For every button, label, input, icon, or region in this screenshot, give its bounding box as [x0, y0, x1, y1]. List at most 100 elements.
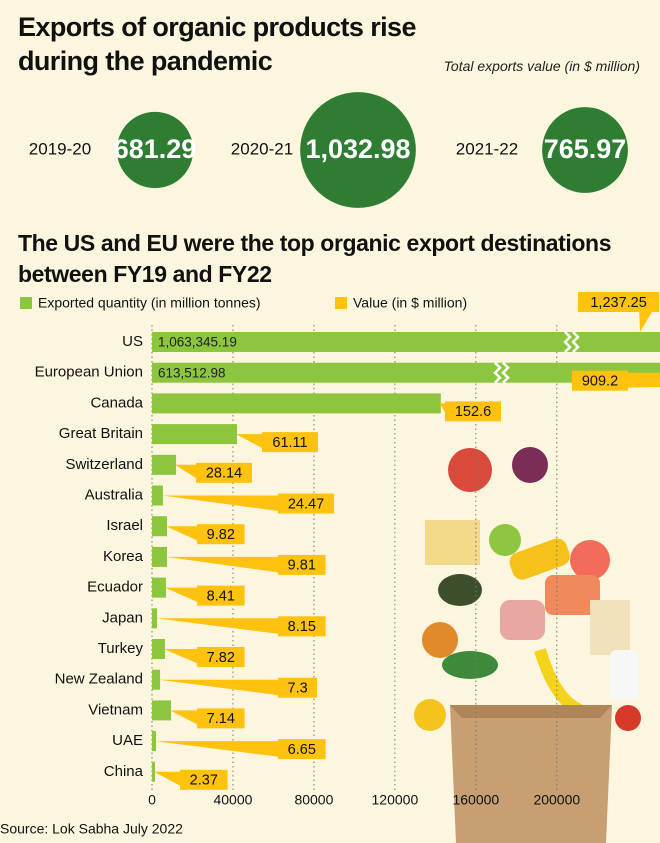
- value-label: 9.81: [288, 558, 316, 574]
- callout-pointer: [154, 771, 184, 788]
- paper-bag: [450, 705, 612, 843]
- x-tick-label: 200000: [533, 792, 580, 808]
- y-tick-label: Japan: [102, 609, 143, 626]
- juice: [509, 538, 570, 580]
- tomato: [615, 705, 641, 731]
- bar: [152, 454, 177, 475]
- callout-pointer: [164, 587, 201, 604]
- tomato: [448, 448, 492, 492]
- bar: [152, 516, 167, 537]
- x-tick-label: 40000: [213, 792, 252, 808]
- value-callout: 2.37: [154, 769, 228, 790]
- bar: [152, 424, 238, 445]
- value-label: 7.3: [288, 681, 308, 697]
- value-label: 61.11: [272, 435, 307, 451]
- y-tick-label: Australia: [85, 486, 144, 503]
- value-callout: 9.82: [165, 524, 245, 545]
- value-label: 152.6: [455, 404, 491, 420]
- bar: [152, 577, 166, 598]
- value-label: 8.15: [288, 619, 316, 635]
- bar: [152, 393, 441, 414]
- y-tick-label: Switzerland: [65, 456, 143, 473]
- y-tick-label: Canada: [90, 394, 143, 411]
- bubble: [116, 111, 194, 189]
- callout-box: [572, 370, 628, 391]
- axis-break: [493, 361, 510, 384]
- y-tick-label: Vietnam: [88, 701, 143, 718]
- callout-pointer: [163, 649, 201, 665]
- value-label: 765.97: [544, 134, 627, 164]
- title: Exports of organic products rise during …: [18, 12, 416, 76]
- x-tick-label: 0: [148, 792, 156, 808]
- bar: [152, 700, 172, 721]
- callout-pointer: [165, 526, 201, 543]
- y-tick-label: New Zealand: [55, 671, 143, 688]
- value-label: 9.82: [207, 527, 235, 543]
- callout-box: [262, 432, 318, 453]
- value-label: 7.14: [207, 711, 235, 727]
- legend-swatch: [20, 297, 32, 309]
- avocado: [438, 574, 482, 606]
- bar: [152, 546, 167, 567]
- bar: [152, 761, 156, 782]
- source: Source: Lok Sabha July 2022: [0, 821, 183, 837]
- callout-box: [278, 554, 326, 575]
- value-callout: 7.82: [163, 647, 245, 667]
- callout-pointer: [156, 618, 282, 635]
- meat: [500, 600, 545, 640]
- y-tick-label: European Union: [35, 364, 143, 381]
- banana: [534, 648, 583, 716]
- bar: [152, 362, 660, 383]
- y-tick-label: Turkey: [98, 640, 144, 657]
- value-callout: 1,237.25: [578, 292, 660, 332]
- bar: [152, 332, 660, 352]
- bar-label: 1,063,345.19: [158, 335, 237, 350]
- value-label: 1,032.98: [305, 134, 410, 164]
- bar: [152, 731, 157, 752]
- callout-box: [197, 585, 245, 606]
- category-label: 2021-22: [456, 139, 518, 158]
- bar: [152, 669, 161, 690]
- y-tick-label: US: [122, 333, 143, 350]
- onion: [512, 447, 548, 483]
- value-label: 681.29: [114, 134, 197, 164]
- callout-pointer: [170, 710, 201, 727]
- callout-pointer: [159, 679, 282, 696]
- value-label: 909.2: [582, 374, 618, 390]
- value-callout: 28.14: [175, 462, 252, 483]
- y-tick-label: China: [104, 763, 144, 780]
- category-label: 2019-20: [29, 139, 91, 158]
- food-illustration: [414, 447, 641, 843]
- callout-pointer: [175, 464, 200, 481]
- value-callout: 61.11: [236, 432, 318, 453]
- y-tick-label: Great Britain: [59, 425, 143, 442]
- value-label: 7.82: [207, 650, 235, 666]
- y-tick-label: Korea: [103, 548, 144, 565]
- grapefruit: [570, 540, 610, 580]
- orange: [422, 622, 458, 658]
- value-callout: 7.3: [159, 677, 318, 698]
- callout-pointer: [161, 495, 282, 512]
- callout-pointer: [639, 310, 654, 332]
- callout-box: [445, 401, 501, 422]
- salmon: [545, 575, 600, 615]
- bar: [152, 639, 165, 659]
- greens: [442, 651, 498, 679]
- x-tick-label: 160000: [452, 792, 499, 808]
- legend-swatch: [335, 297, 347, 309]
- callout-pointer: [155, 741, 282, 758]
- value-callout: 7.14: [170, 708, 245, 729]
- callout-box: [278, 493, 334, 514]
- callout-pointer: [165, 556, 282, 573]
- pepper: [414, 699, 446, 731]
- milk: [610, 650, 638, 700]
- callout-box: [180, 769, 228, 790]
- callout-box: [278, 677, 318, 698]
- pasta: [590, 600, 630, 655]
- y-tick-label: Ecuador: [87, 579, 143, 596]
- callout-box: [278, 616, 326, 637]
- value-callout: 8.15: [156, 616, 326, 637]
- bubble: [300, 92, 416, 208]
